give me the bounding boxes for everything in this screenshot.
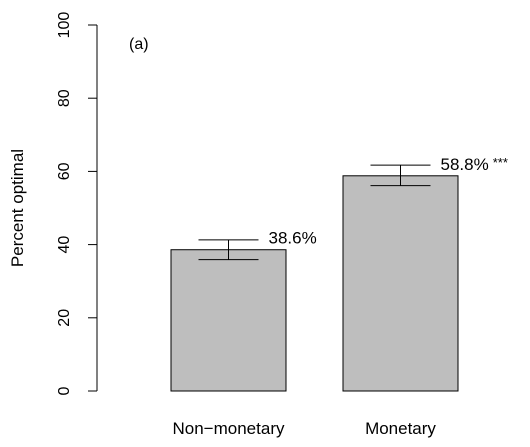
category-label-2: Monetary bbox=[365, 419, 436, 438]
y-axis-label: Percent optimal bbox=[8, 149, 27, 267]
bar-2 bbox=[342, 175, 459, 392]
y-tick-label-20: 20 bbox=[56, 309, 73, 327]
data-label-2: 58.8% bbox=[441, 155, 489, 174]
labels: Non−monetary 38.6% Monetary 58.8% *** bbox=[173, 155, 508, 438]
y-tick-label-60: 60 bbox=[56, 162, 73, 180]
error-bar-2 bbox=[370, 164, 431, 187]
y-tick-label-0: 0 bbox=[56, 386, 73, 395]
panel-label: (a) bbox=[129, 36, 149, 53]
bars bbox=[170, 164, 459, 392]
error-bar-1 bbox=[198, 239, 259, 261]
y-tick-label-40: 40 bbox=[56, 236, 73, 254]
bar-1 bbox=[170, 249, 287, 392]
y-axis: 0 20 40 60 80 100 bbox=[56, 12, 98, 395]
y-tick-label-100: 100 bbox=[56, 12, 73, 39]
significance-label-2: *** bbox=[493, 155, 508, 170]
data-label-1: 38.6% bbox=[269, 229, 317, 248]
category-label-1: Non−monetary bbox=[173, 419, 285, 438]
y-tick-label-80: 80 bbox=[56, 89, 73, 107]
